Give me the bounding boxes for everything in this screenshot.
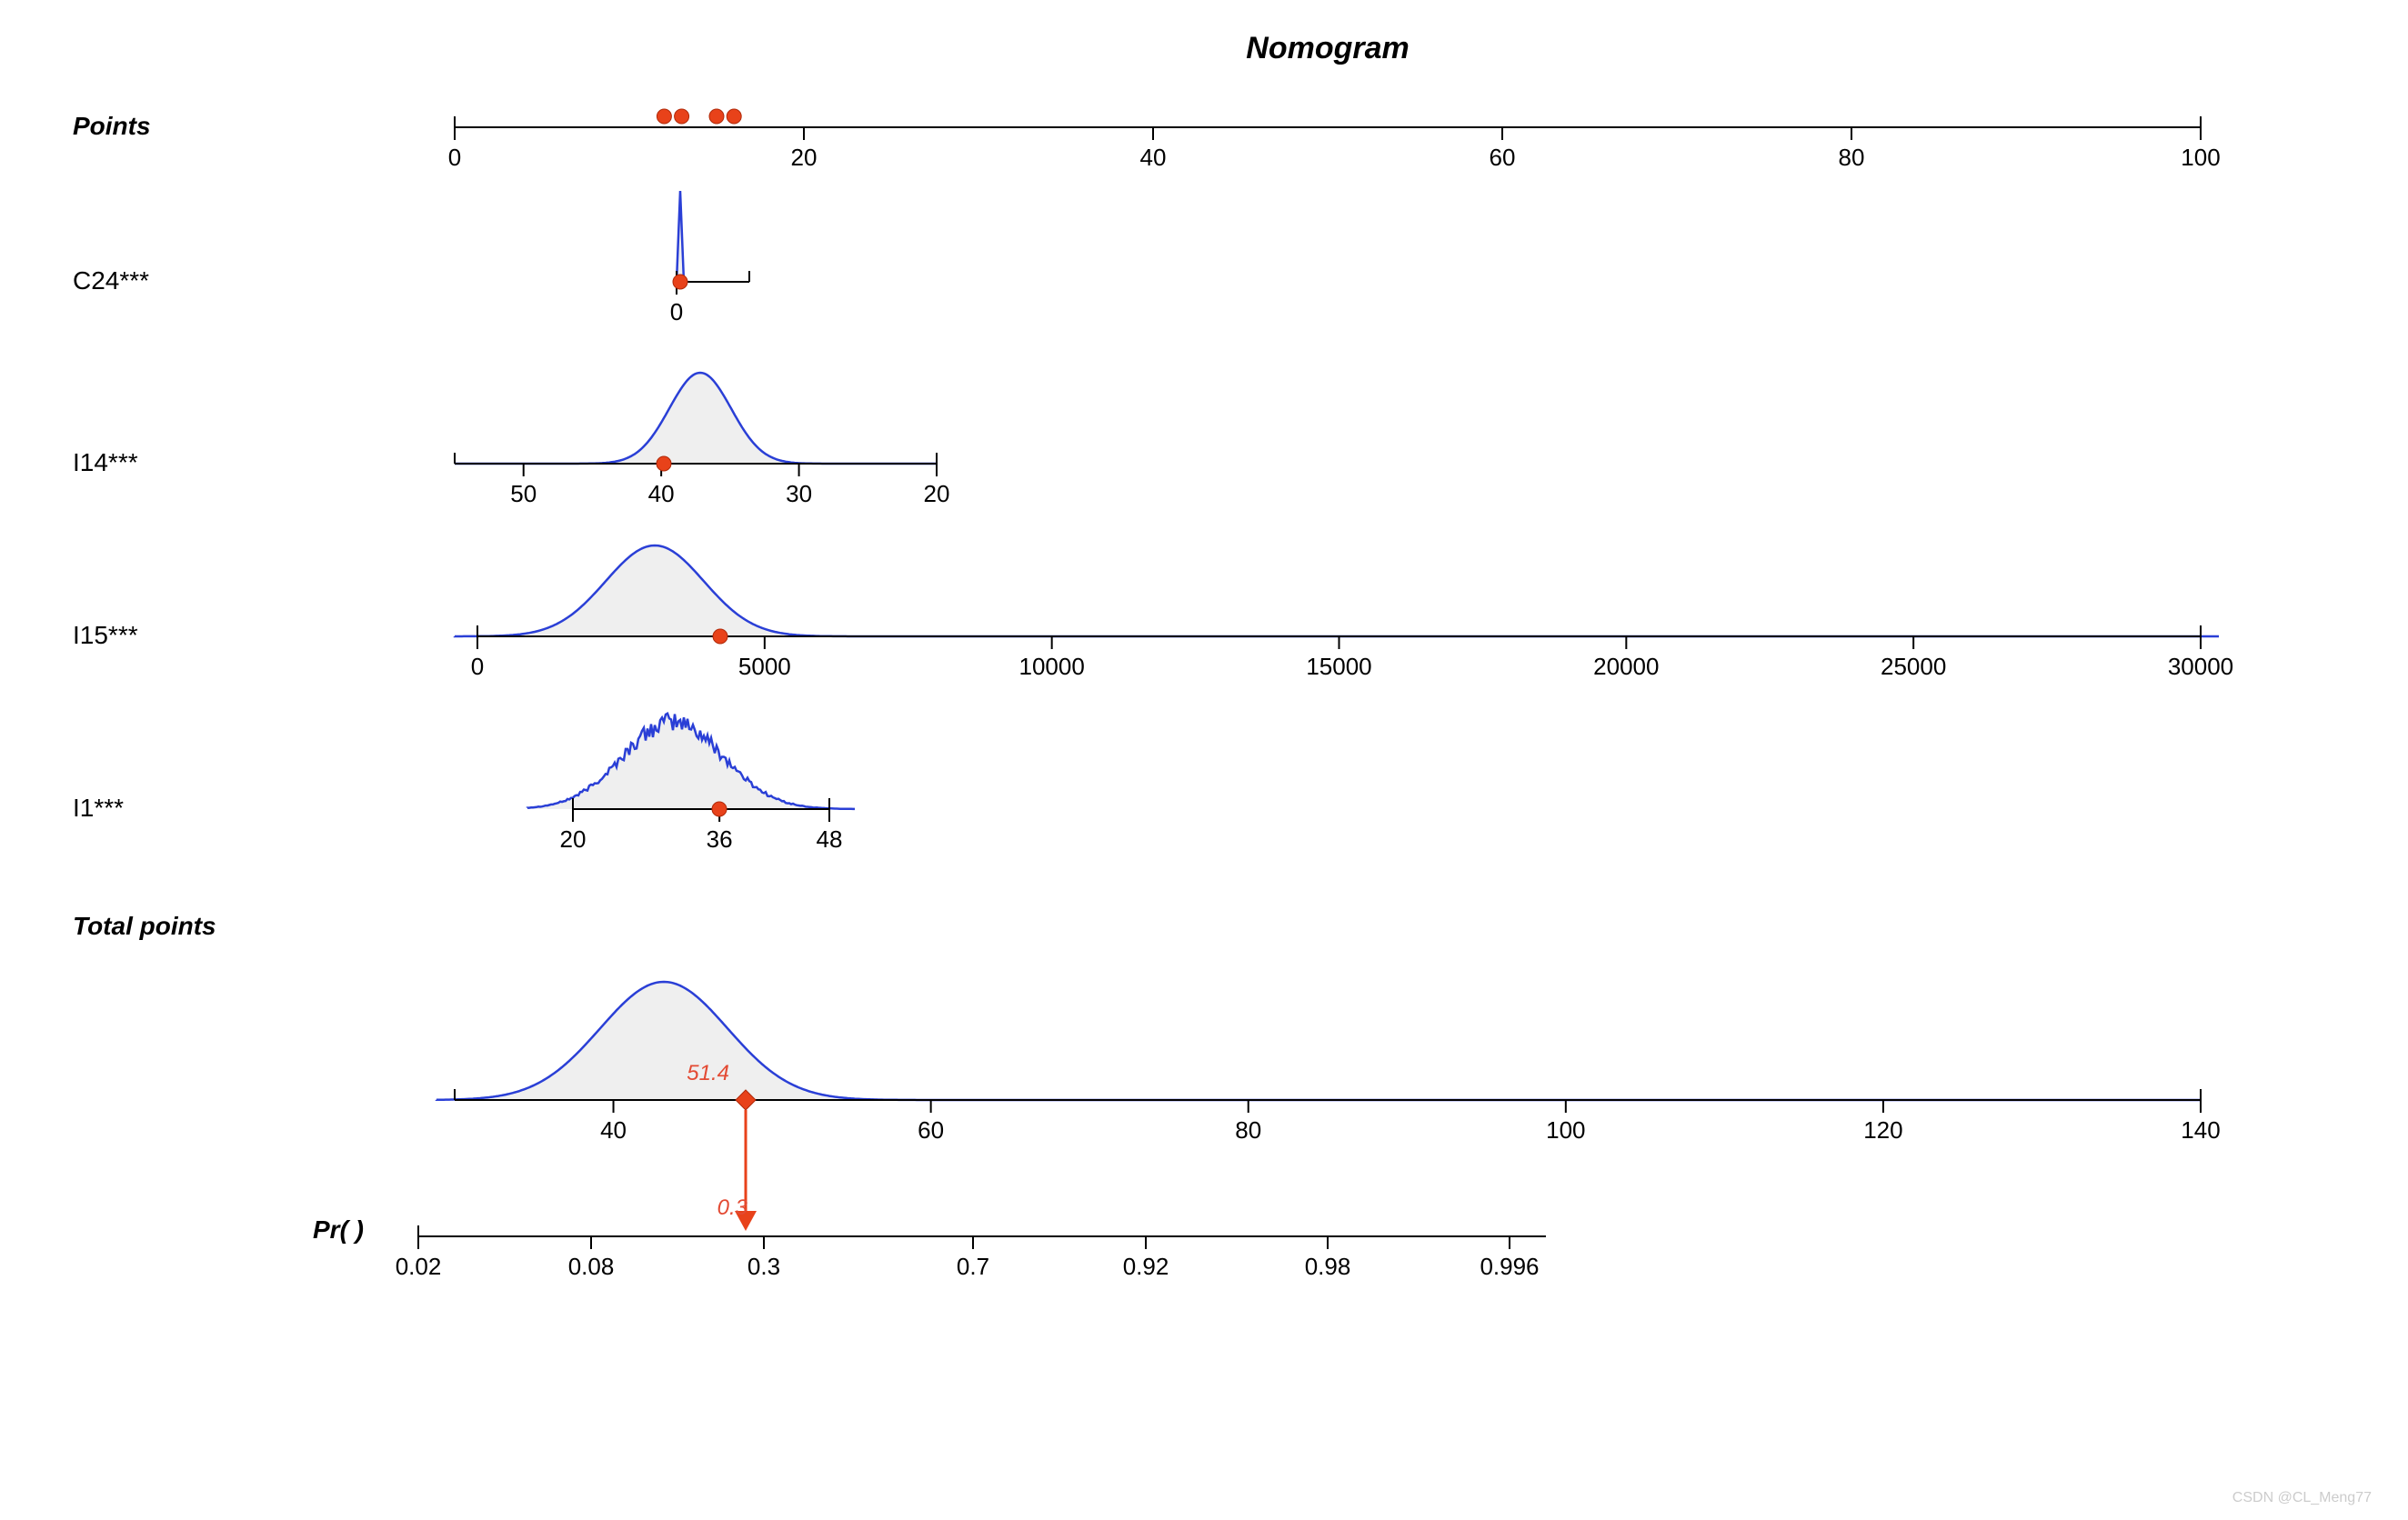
svg-text:0: 0 xyxy=(670,298,683,325)
svg-text:0.996: 0.996 xyxy=(1480,1253,1539,1280)
svg-text:Points: Points xyxy=(73,112,151,140)
svg-text:100: 100 xyxy=(2181,144,2220,171)
svg-text:0.92: 0.92 xyxy=(1123,1253,1169,1280)
svg-text:40: 40 xyxy=(648,480,675,507)
svg-text:I14***: I14*** xyxy=(73,448,138,476)
svg-text:30: 30 xyxy=(786,480,812,507)
svg-text:Total points: Total points xyxy=(73,912,216,940)
chart-svg: Nomogram Points 0 20 40 60 80 100 C24*** 0 I14*** 5… xyxy=(0,0,2408,1520)
svg-text:50: 50 xyxy=(510,480,537,507)
svg-text:Pr( ): Pr( ) xyxy=(313,1215,364,1244)
svg-text:5000: 5000 xyxy=(738,653,791,680)
svg-text:20: 20 xyxy=(791,144,818,171)
svg-text:20000: 20000 xyxy=(1593,653,1659,680)
nomogram-chart: Nomogram Points 0 20 40 60 80 100 C24*** 0 I14*** 5… xyxy=(0,0,2408,1520)
svg-text:120: 120 xyxy=(1863,1116,1902,1144)
svg-text:80: 80 xyxy=(1235,1116,1261,1144)
svg-text:0.02: 0.02 xyxy=(396,1253,442,1280)
svg-text:0: 0 xyxy=(448,144,461,171)
svg-text:C24***: C24*** xyxy=(73,266,149,295)
svg-text:60: 60 xyxy=(1490,144,1516,171)
svg-text:10000: 10000 xyxy=(1019,653,1085,680)
svg-text:40: 40 xyxy=(600,1116,627,1144)
svg-text:CSDN @CL_Meng77: CSDN @CL_Meng77 xyxy=(2232,1490,2372,1505)
svg-text:36: 36 xyxy=(707,825,733,853)
svg-text:25000: 25000 xyxy=(1881,653,1946,680)
svg-text:I15***: I15*** xyxy=(73,621,138,649)
svg-text:20: 20 xyxy=(924,480,950,507)
svg-text:48: 48 xyxy=(817,825,843,853)
svg-text:Nomogram: Nomogram xyxy=(1246,31,1409,65)
svg-text:0.7: 0.7 xyxy=(957,1253,989,1280)
svg-text:I1***: I1*** xyxy=(73,794,124,822)
svg-text:0.3: 0.3 xyxy=(747,1253,780,1280)
svg-text:0.3: 0.3 xyxy=(717,1195,748,1220)
svg-text:40: 40 xyxy=(1140,144,1167,171)
svg-text:60: 60 xyxy=(918,1116,944,1144)
svg-text:20: 20 xyxy=(560,825,587,853)
svg-text:140: 140 xyxy=(2181,1116,2220,1144)
svg-text:0: 0 xyxy=(471,653,484,680)
svg-text:80: 80 xyxy=(1839,144,1865,171)
svg-text:15000: 15000 xyxy=(1306,653,1371,680)
svg-text:30000: 30000 xyxy=(2168,653,2233,680)
svg-text:0.08: 0.08 xyxy=(568,1253,615,1280)
svg-text:100: 100 xyxy=(1546,1116,1585,1144)
svg-text:51.4: 51.4 xyxy=(687,1061,729,1085)
svg-text:0.98: 0.98 xyxy=(1305,1253,1351,1280)
